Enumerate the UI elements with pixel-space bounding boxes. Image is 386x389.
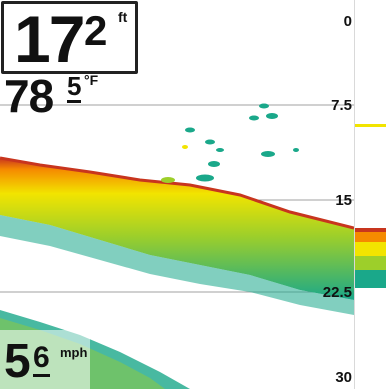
water-temp-decimal: 5 [67,71,82,103]
fish-targets [161,103,299,183]
depth-scale-label-22-5: 22.5 [322,284,352,301]
depth-readout-box: 17 2 ft [1,1,138,74]
speed-decimal: 6 [33,343,50,377]
depth-scale-label-15: 15 [335,192,352,209]
bottom-return-bar-green [355,256,386,270]
speed-unit: mph [60,345,88,360]
depth-readout-unit: ft [118,9,128,25]
bottom-return-bar-red [355,228,386,232]
bottom-return-bar-yellow [355,242,386,256]
bottom-return-band [0,158,354,300]
depth-readout-value: 17 [14,2,85,76]
depth-readout-decimal: 2 [84,7,108,54]
water-temp-unit: °F [84,72,99,88]
speed-readout-background [0,330,90,389]
depth-scale-label-30: 30 [335,369,352,386]
depth-scale-label-7-5: 7.5 [331,97,352,114]
bottom-scatter [0,215,354,315]
water-temp-value: 78 [4,70,54,122]
depth-scale-label-0: 0 [343,13,352,30]
sonar-history-view [0,103,354,389]
speed-value: 5 [4,335,31,388]
bottom-return-bar-orange [355,232,386,242]
realtime-sonar-column [354,0,386,389]
bottom-return-bar-teal [355,270,386,288]
fish-return-bar [355,124,386,127]
